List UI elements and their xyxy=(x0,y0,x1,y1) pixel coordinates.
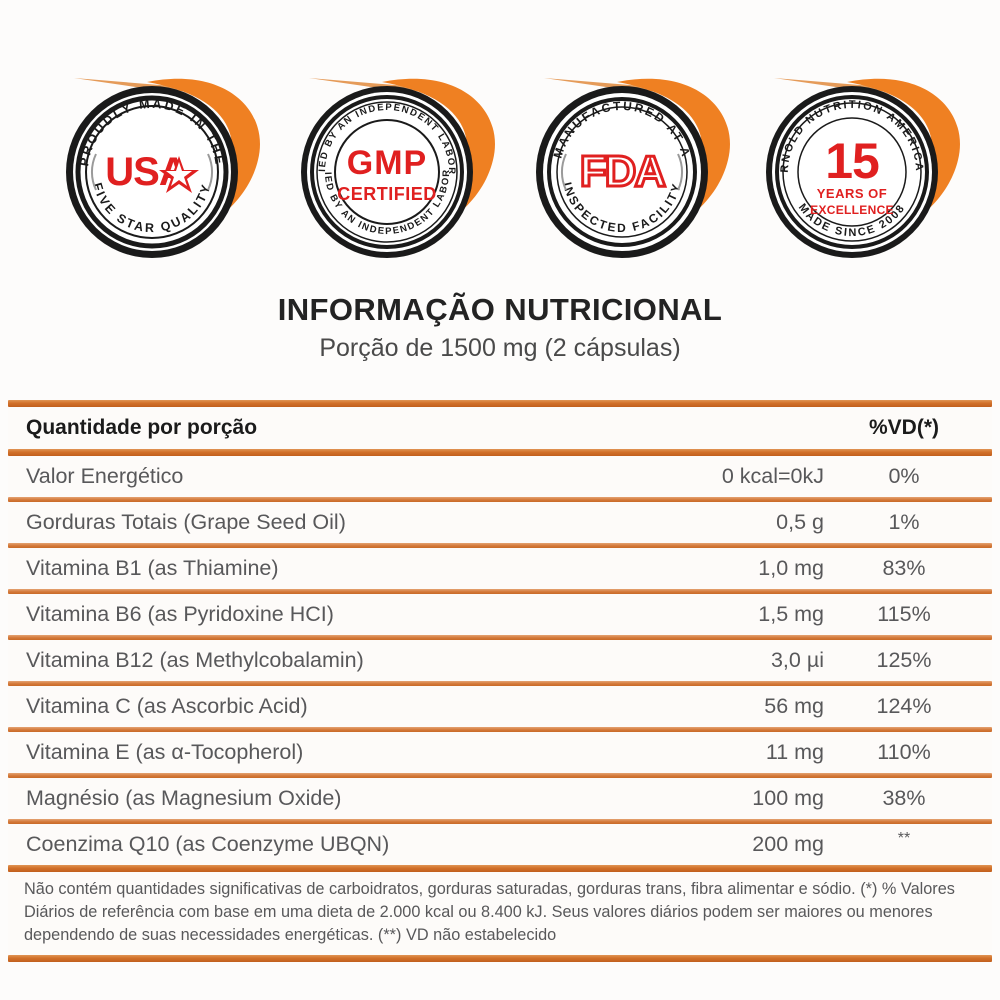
table-row: Magnésio (as Magnesium Oxide) 100 mg 38% xyxy=(8,778,992,819)
row-divider xyxy=(8,727,992,732)
row-name: Vitamina C (as Ascorbic Acid) xyxy=(26,694,308,718)
table-row: Vitamina C (as Ascorbic Acid) 56 mg 124% xyxy=(8,686,992,727)
row-amount: 1,5 mg xyxy=(758,602,824,626)
table-row: Coenzima Q10 (as Coenzyme UBQN) 200 mg *… xyxy=(8,824,992,865)
header-quantity-label: Quantidade por porção xyxy=(26,416,258,439)
table-row: Valor Energético 0 kcal=0kJ 0% xyxy=(8,456,992,497)
table-top-divider xyxy=(8,400,992,407)
row-divider xyxy=(8,497,992,502)
fda-inspected-facility-badge: MANUFACTURED AT A INSPECTED FACILITY FDA xyxy=(522,60,752,260)
row-name: Vitamina B6 (as Pyridoxine HCI) xyxy=(26,602,334,626)
row-name: Vitamina B12 (as Methylcobalamin) xyxy=(26,648,364,672)
table-header-row: Quantidade por porção %VD(*) xyxy=(8,407,992,449)
table-row: Gorduras Totais (Grape Seed Oil) 0,5 g 1… xyxy=(8,502,992,543)
footnote-text: Não contém quantidades significativas de… xyxy=(24,880,955,945)
row-vd: 110% xyxy=(877,740,931,764)
row-vd: 83% xyxy=(882,556,926,580)
row-amount: 0,5 g xyxy=(776,510,824,534)
row-amount: 200 mg xyxy=(752,832,824,856)
table-row: Vitamina E (as α-Tocopherol) 11 mg 110% xyxy=(8,732,992,773)
row-vd: ** xyxy=(897,829,911,847)
row-amount: 100 mg xyxy=(752,786,824,810)
row-name: Gorduras Totais (Grape Seed Oil) xyxy=(26,510,346,534)
row-vd: 125% xyxy=(876,648,932,672)
svg-text:YEARS OF: YEARS OF xyxy=(817,186,887,201)
header-vd-label: %VD(*) xyxy=(868,416,939,439)
table-row: Vitamina B12 (as Methylcobalamin) 3,0 µi… xyxy=(8,640,992,681)
nutrition-title-block: INFORMAÇÃO NUTRICIONAL Porção de 1500 mg… xyxy=(0,292,1000,362)
row-divider xyxy=(8,681,992,686)
row-vd: 115% xyxy=(877,602,931,626)
footnote-top-divider xyxy=(8,865,992,872)
row-amount: 1,0 mg xyxy=(758,556,824,580)
row-divider xyxy=(8,773,992,778)
usa-badge-seal: PROUDLY MADE IN THE FIVE STAR QUALITY US… xyxy=(66,86,238,258)
row-divider xyxy=(8,819,992,824)
footnote-bottom-divider xyxy=(8,955,992,963)
row-vd: 38% xyxy=(882,786,926,810)
table-row: Vitamina B1 (as Thiamine) 1,0 mg 83% xyxy=(8,548,992,589)
header-bottom-divider xyxy=(8,449,992,456)
page-title: INFORMAÇÃO NUTRICIONAL xyxy=(277,292,723,327)
row-amount: 11 mg xyxy=(765,740,824,764)
gmp-certified-badge: CERTIFIED BY AN INDEPENDENT LABORATORY C… xyxy=(287,60,517,260)
serving-size-subtitle: Porção de 1500 mg (2 cápsulas) xyxy=(319,333,681,362)
row-vd: 124% xyxy=(876,694,932,718)
usa-five-star-quality-badge: PROUDLY MADE IN THE FIVE STAR QUALITY US… xyxy=(52,60,282,260)
row-divider xyxy=(8,543,992,548)
svg-text:EXCELLENCE: EXCELLENCE xyxy=(810,203,894,217)
row-amount: 3,0 µi xyxy=(770,648,824,672)
row-vd: 1% xyxy=(888,510,920,534)
row-divider xyxy=(8,635,992,640)
row-name: Vitamina B1 (as Thiamine) xyxy=(26,556,279,580)
row-amount: 56 mg xyxy=(764,694,824,718)
certification-badge-row: PROUDLY MADE IN THE FIVE STAR QUALITY US… xyxy=(0,60,1000,275)
row-amount: 0 kcal=0kJ xyxy=(721,464,824,488)
svg-text:GMP: GMP xyxy=(347,144,427,182)
row-name: Valor Energético xyxy=(26,464,184,488)
nutrition-facts-table: Quantidade por porção %VD(*) Valor Energ… xyxy=(8,400,992,963)
footnote-block: Não contém quantidades significativas de… xyxy=(8,872,992,956)
row-name: Magnésio (as Magnesium Oxide) xyxy=(26,786,342,810)
svg-text:15: 15 xyxy=(825,133,879,189)
row-name: Vitamina E (as α-Tocopherol) xyxy=(26,740,304,764)
row-divider xyxy=(8,589,992,594)
svg-text:FDA: FDA xyxy=(580,147,666,196)
row-vd: 0% xyxy=(888,464,920,488)
table-row: Vitamina B6 (as Pyridoxine HCI) 1,5 mg 1… xyxy=(8,594,992,635)
row-name: Coenzima Q10 (as Coenzyme UBQN) xyxy=(26,832,390,856)
fda-badge-seal: MANUFACTURED AT A INSPECTED FACILITY FDA xyxy=(536,86,708,258)
gmp-badge-seal: CERTIFIED BY AN INDEPENDENT LABORATORY C… xyxy=(297,82,473,258)
svg-text:CERTIFIED: CERTIFIED xyxy=(337,184,437,204)
